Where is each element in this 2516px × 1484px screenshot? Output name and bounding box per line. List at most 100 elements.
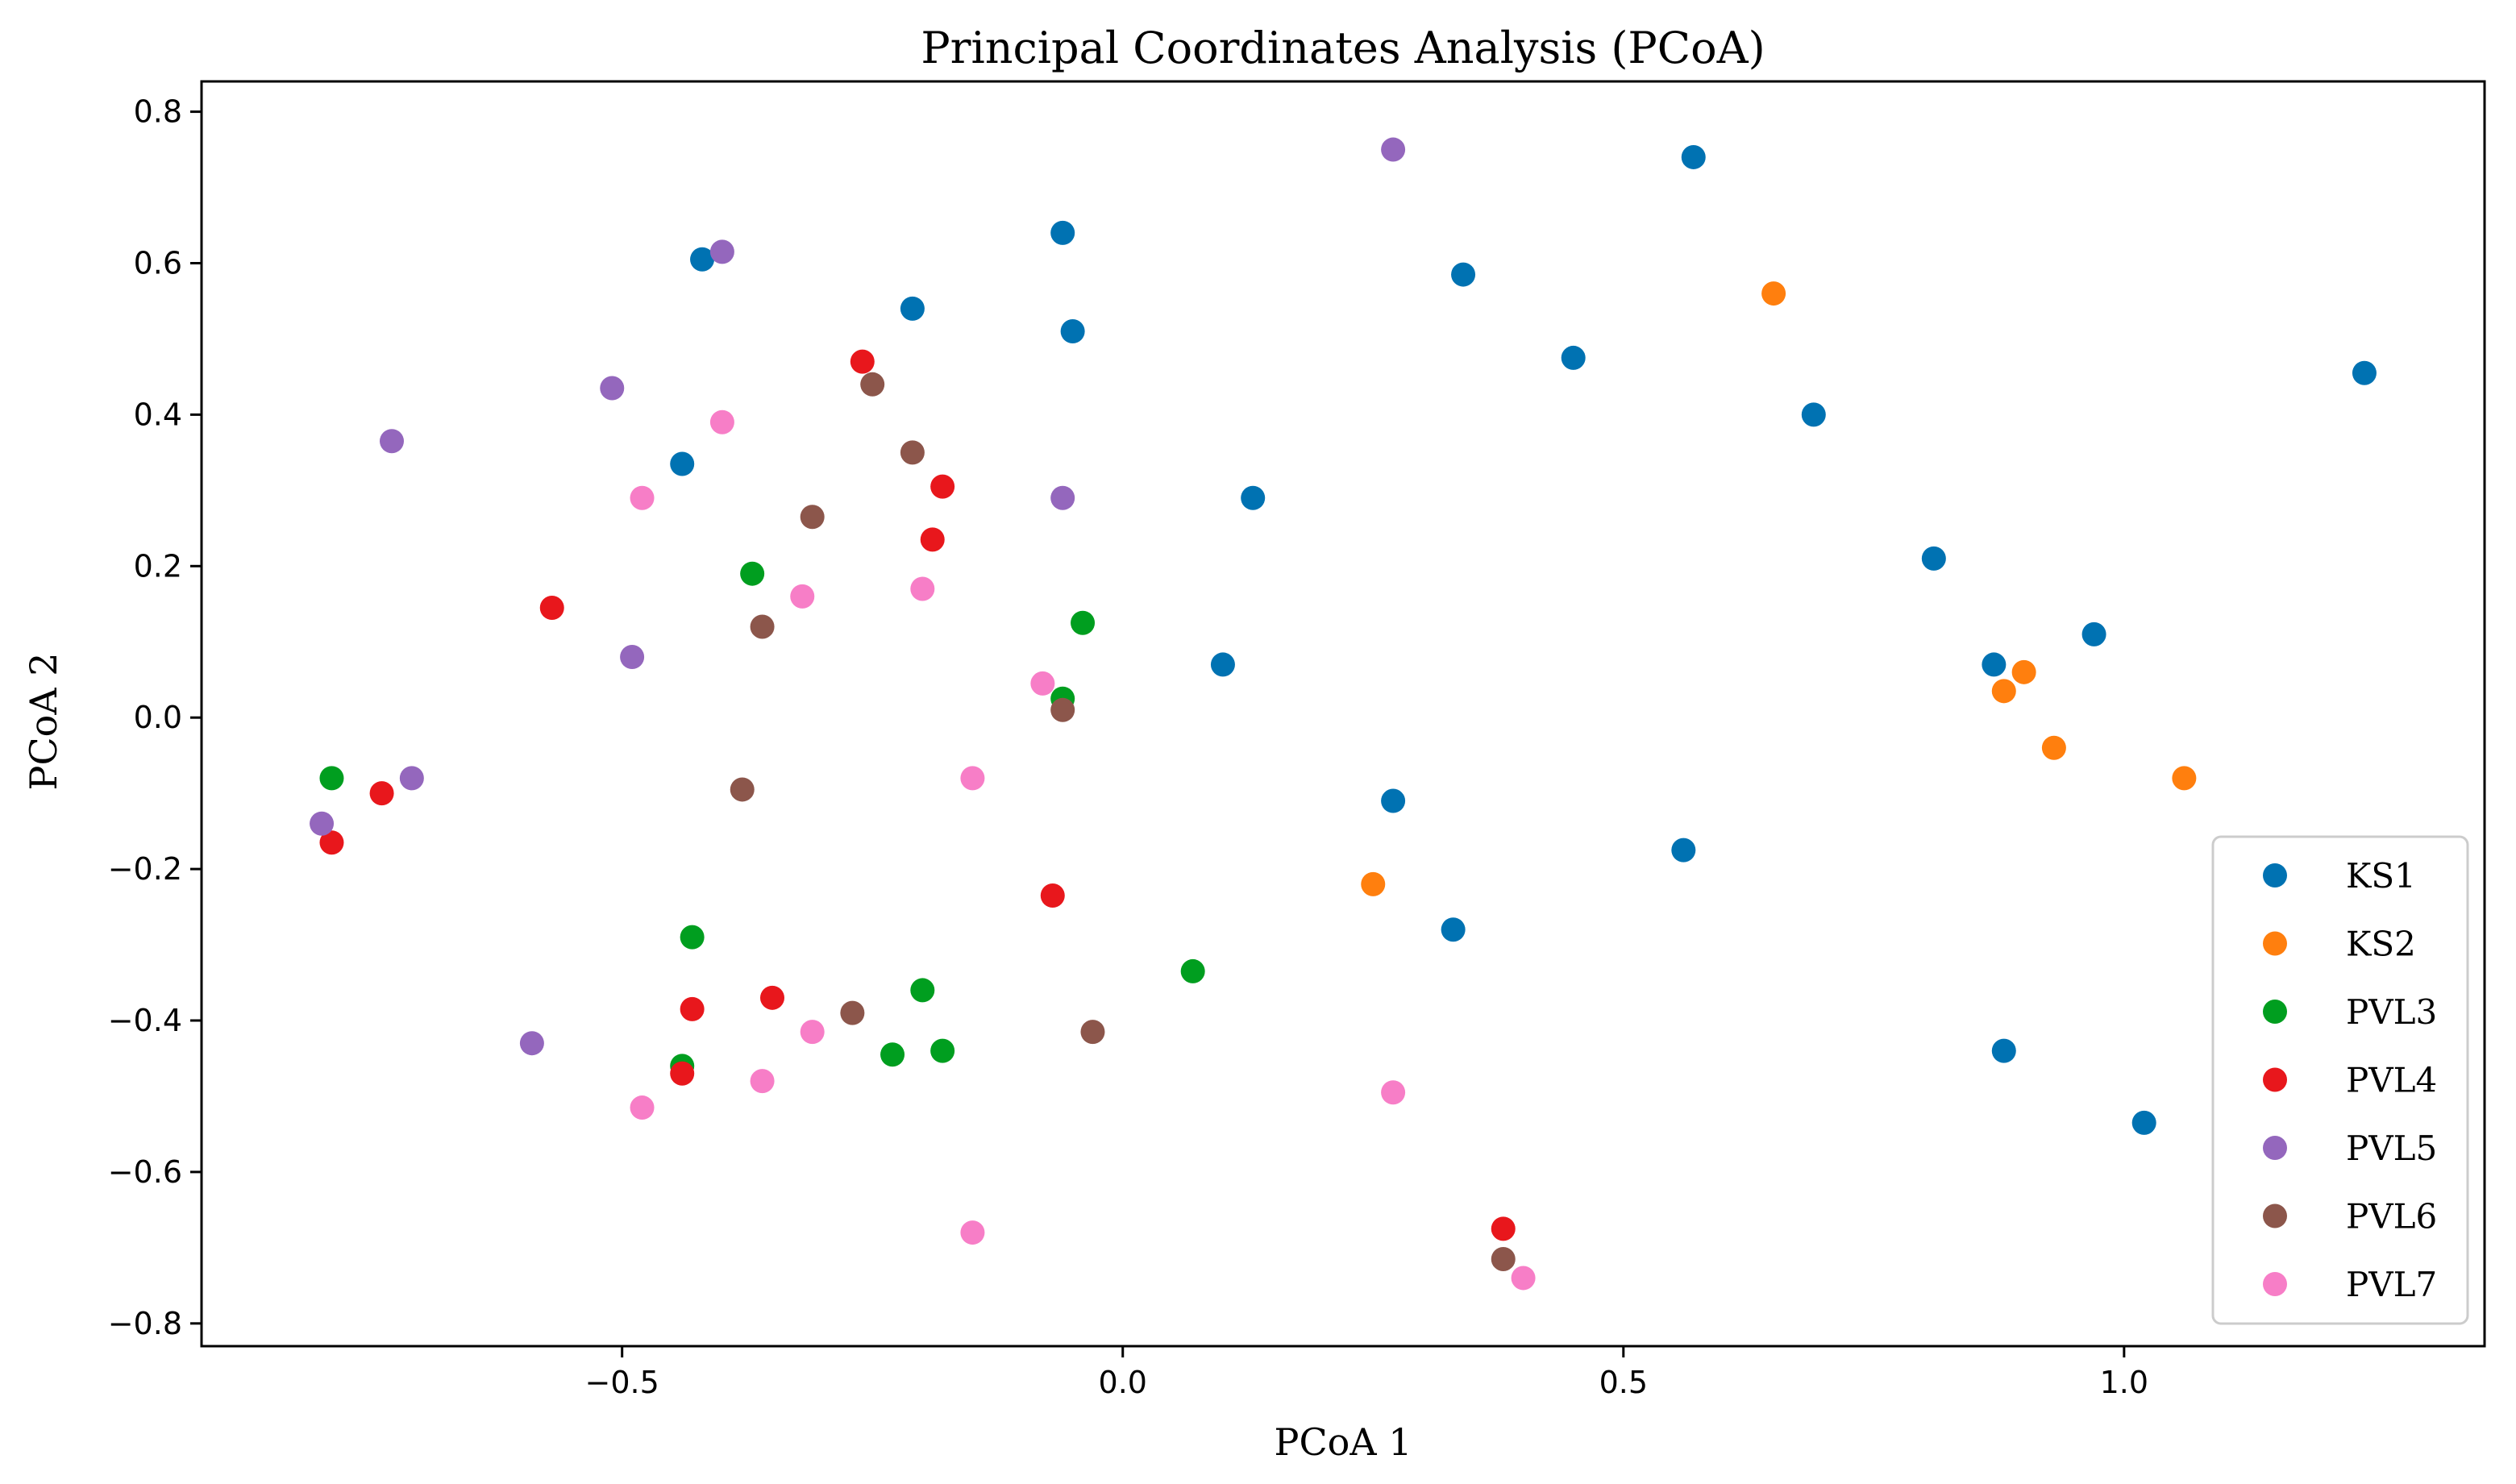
data-point-ks1	[670, 451, 695, 476]
y-tick-label: 0.6	[134, 245, 182, 281]
data-point-pvl3	[1180, 958, 1205, 983]
legend-label: PVL4	[2346, 1061, 2437, 1100]
data-point-pvl3	[740, 561, 765, 586]
data-point-ks2	[2041, 735, 2066, 760]
data-point-pvl7	[1030, 671, 1055, 696]
data-point-pvl7	[1511, 1266, 1536, 1291]
data-point-pvl7	[960, 1220, 985, 1245]
data-point-ks1	[1050, 220, 1075, 245]
data-point-pvl4	[850, 349, 875, 374]
data-point-pvl7	[790, 584, 815, 609]
series-pvl4	[319, 349, 1516, 1241]
data-point-ks1	[1801, 402, 1826, 427]
data-point-pvl6	[1050, 697, 1075, 722]
data-point-pvl7	[1381, 1080, 1406, 1105]
data-point-ks1	[1671, 838, 1696, 863]
legend-label: PVL5	[2346, 1129, 2437, 1168]
legend-box	[2211, 835, 2469, 1325]
data-point-ks1	[900, 296, 925, 321]
data-point-pvl3	[880, 1042, 905, 1067]
x-tick-label: 0.5	[1599, 1365, 1648, 1400]
data-point-pvl6	[730, 777, 755, 802]
data-point-pvl4	[670, 1061, 695, 1086]
data-point-ks1	[1991, 1038, 2016, 1063]
data-point-pvl4	[920, 527, 945, 552]
data-point-ks2	[2172, 766, 2197, 791]
data-point-pvl7	[800, 1020, 825, 1045]
data-point-ks2	[1991, 679, 2016, 704]
data-point-ks1	[1241, 485, 1266, 510]
legend-marker-pvl7	[2263, 1272, 2287, 1296]
data-point-pvl6	[840, 1000, 865, 1025]
data-point-pvl3	[910, 978, 935, 1003]
data-point-pvl6	[1080, 1020, 1105, 1045]
data-point-pvl3	[930, 1038, 955, 1063]
legend-label: KS2	[2346, 925, 2416, 964]
data-points	[310, 137, 2377, 1291]
data-point-ks2	[2011, 659, 2036, 684]
y-tick-label: 0.2	[134, 548, 182, 584]
y-tick-label: −0.6	[108, 1154, 182, 1190]
y-axis-label: PCoA 2	[22, 653, 65, 791]
legend-marker-ks1	[2263, 863, 2287, 887]
data-point-pvl3	[1071, 610, 1096, 635]
data-point-pvl3	[319, 766, 344, 791]
series-ks1	[670, 144, 2377, 1135]
data-point-pvl5	[310, 811, 335, 836]
legend-marker-pvl5	[2263, 1136, 2287, 1160]
data-point-pvl7	[910, 576, 935, 601]
data-point-ks2	[1361, 871, 1386, 896]
data-point-pvl5	[600, 376, 625, 401]
data-point-pvl6	[750, 614, 775, 639]
x-tick-label: 0.0	[1099, 1365, 1147, 1400]
data-point-ks1	[2352, 360, 2377, 385]
x-tick-label: −0.5	[585, 1365, 659, 1400]
y-tick-label: −0.8	[108, 1306, 182, 1341]
data-point-ks1	[1381, 788, 1406, 813]
y-tick-label: −0.2	[108, 851, 182, 887]
legend-label: PVL3	[2346, 992, 2437, 1032]
data-point-ks1	[1441, 917, 1466, 942]
legend-label: PVL6	[2346, 1197, 2437, 1237]
y-tick-label: 0.8	[134, 94, 182, 130]
data-point-pvl5	[709, 239, 734, 264]
chart-title: Principal Coordinates Analysis (PCoA)	[921, 23, 1765, 73]
data-point-pvl5	[1381, 137, 1406, 162]
data-point-ks1	[1561, 345, 1586, 370]
plot-area-frame	[200, 80, 2486, 1348]
data-point-pvl7	[750, 1069, 775, 1094]
legend-marker-pvl6	[2263, 1203, 2287, 1228]
legend-marker-ks2	[2263, 931, 2287, 956]
data-point-pvl4	[1491, 1216, 1516, 1241]
data-point-pvl7	[630, 485, 655, 510]
data-point-pvl6	[800, 505, 825, 530]
legend: KS1 KS2 PVL3 PVL4 PVL5 PVL6 PVL7	[2211, 835, 2469, 1325]
series-pvl6	[730, 372, 1516, 1271]
data-point-ks2	[1761, 281, 1786, 306]
data-point-ks1	[690, 247, 715, 272]
data-point-pvl4	[930, 474, 955, 499]
x-axis-label: PCoA 1	[1275, 1420, 1412, 1464]
data-point-pvl3	[680, 925, 705, 950]
data-point-ks1	[1210, 652, 1235, 677]
legend-items: KS1 KS2 PVL3 PVL4 PVL5 PVL6 PVL7	[2263, 856, 2437, 1304]
data-point-pvl4	[539, 595, 564, 620]
series-pvl7	[630, 409, 1536, 1291]
data-point-pvl5	[519, 1031, 544, 1056]
x-tick-label: 1.0	[2100, 1365, 2148, 1400]
data-point-pvl4	[319, 830, 344, 855]
data-point-pvl4	[680, 996, 705, 1021]
legend-marker-pvl4	[2263, 1067, 2287, 1092]
data-point-ks1	[2131, 1110, 2156, 1135]
y-tick-label: 0.0	[134, 700, 182, 735]
data-point-pvl6	[900, 440, 925, 465]
legend-label: KS1	[2346, 856, 2416, 896]
data-point-pvl7	[630, 1095, 655, 1120]
data-point-pvl7	[709, 409, 734, 434]
series-pvl5	[310, 137, 1406, 1056]
data-point-pvl5	[620, 645, 645, 670]
y-tick-label: 0.4	[134, 397, 182, 432]
axis-ticks: −0.5 0.0 0.5 1.0 −0.8 −0.6 −0.4 −0.2 0.0 0.2 0.4 0.…	[108, 94, 2148, 1400]
